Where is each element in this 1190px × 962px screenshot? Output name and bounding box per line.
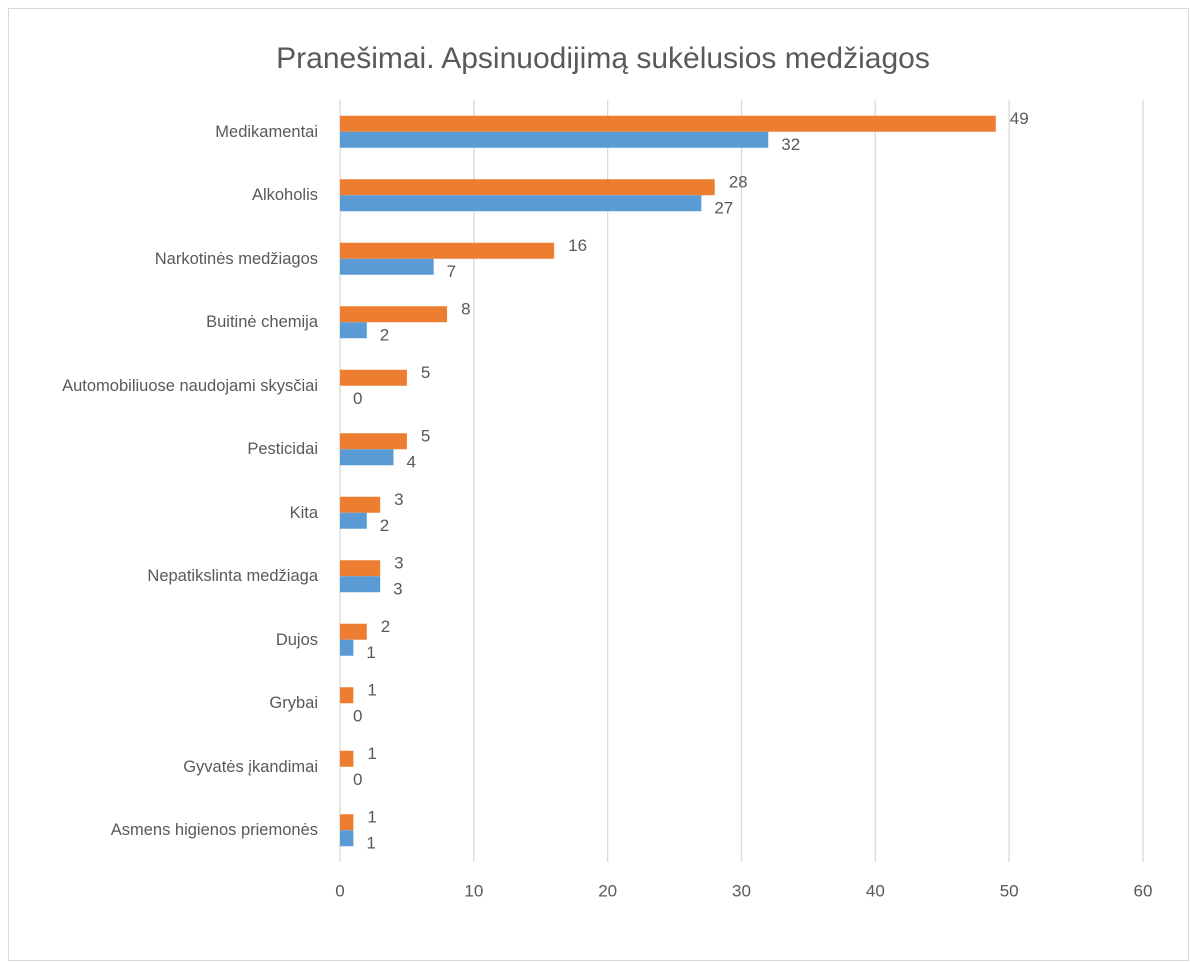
x-tick-label: 20 [598,881,617,900]
chart-title: Pranešimai. Apsinuodijimą sukėlusios med… [276,42,930,75]
y-tick-label-box: Buitinė chemija [20,292,318,352]
x-tick-label: 10 [464,881,483,900]
bar [340,322,367,339]
data-label: 0 [353,707,362,726]
y-tick-label: Automobiliuose naudojami skysčiai [62,376,318,395]
data-label: 0 [353,770,362,789]
bar [340,195,702,212]
bar [340,179,715,196]
bar [340,687,354,704]
y-tick-label: Grybai [269,694,318,713]
y-tick-label-box: Grybai [20,673,318,733]
data-label: 1 [366,643,375,662]
bar [340,306,448,323]
data-label: 0 [353,389,362,408]
y-tick-label-box: Pesticidai [20,419,318,479]
y-tick-label-box: Asmens higienos priemonės [20,800,318,860]
y-tick-label-box: Medikamentai [20,102,318,162]
bar [340,258,434,275]
bar [340,449,394,466]
bar [340,750,354,767]
y-tick-label: Pesticidai [247,440,318,459]
bar [340,830,354,847]
data-label: 49 [1010,109,1029,128]
y-tick-label: Medikamentai [215,122,318,141]
y-tick-label-box: Automobiliuose naudojami skysčiai [20,356,318,416]
y-tick-label: Narkotinės medžiagos [154,249,318,268]
x-tick-label: 30 [732,881,751,900]
y-tick-label-box: Narkotinės medžiagos [20,229,318,289]
data-label: 1 [367,808,376,827]
bar [340,115,996,132]
data-label: 7 [447,262,456,281]
chart-frame [8,8,1189,961]
bar [340,242,555,259]
data-label: 3 [394,554,403,573]
bar [340,369,407,386]
bar [340,639,354,656]
data-label: 3 [394,490,403,509]
y-tick-label-box: Dujos [20,610,318,670]
data-label: 16 [568,236,587,255]
y-tick-label: Asmens higienos priemonės [110,821,318,840]
bar [340,814,354,831]
bar [340,623,367,640]
x-tick-label: 50 [1000,881,1019,900]
data-label: 1 [367,681,376,700]
y-tick-label: Buitinė chemija [206,313,318,332]
data-label: 2 [380,516,389,535]
y-tick-label: Nepatikslinta medžiaga [147,567,318,586]
data-label: 27 [714,199,733,218]
x-tick-label: 40 [866,881,885,900]
data-label: 5 [421,427,430,446]
data-label: 32 [781,135,800,154]
data-label: 5 [421,363,430,382]
bar [340,560,381,577]
y-tick-label-box: Alkoholis [20,165,318,225]
y-tick-label: Dujos [275,630,318,649]
y-tick-label: Alkoholis [251,186,318,205]
bar [340,433,407,450]
data-label: 1 [367,744,376,763]
bar [340,512,367,529]
data-label: 8 [461,300,470,319]
y-tick-label-box: Kita [20,483,318,543]
bar [340,576,381,593]
y-tick-label: Gyvatės įkandimai [183,757,318,776]
y-tick-label-box: Nepatikslinta medžiaga [20,546,318,606]
data-label: 3 [393,580,402,599]
x-tick-label: 60 [1134,881,1153,900]
data-label: 4 [407,453,416,472]
y-tick-label: Kita [289,503,318,522]
data-label: 2 [380,326,389,345]
x-tick-label: 0 [335,881,344,900]
bar [340,131,769,148]
data-label: 1 [366,834,375,853]
y-tick-label-box: Gyvatės įkandimai [20,737,318,797]
bar [340,496,381,513]
data-label: 28 [729,173,748,192]
data-label: 2 [381,617,390,636]
